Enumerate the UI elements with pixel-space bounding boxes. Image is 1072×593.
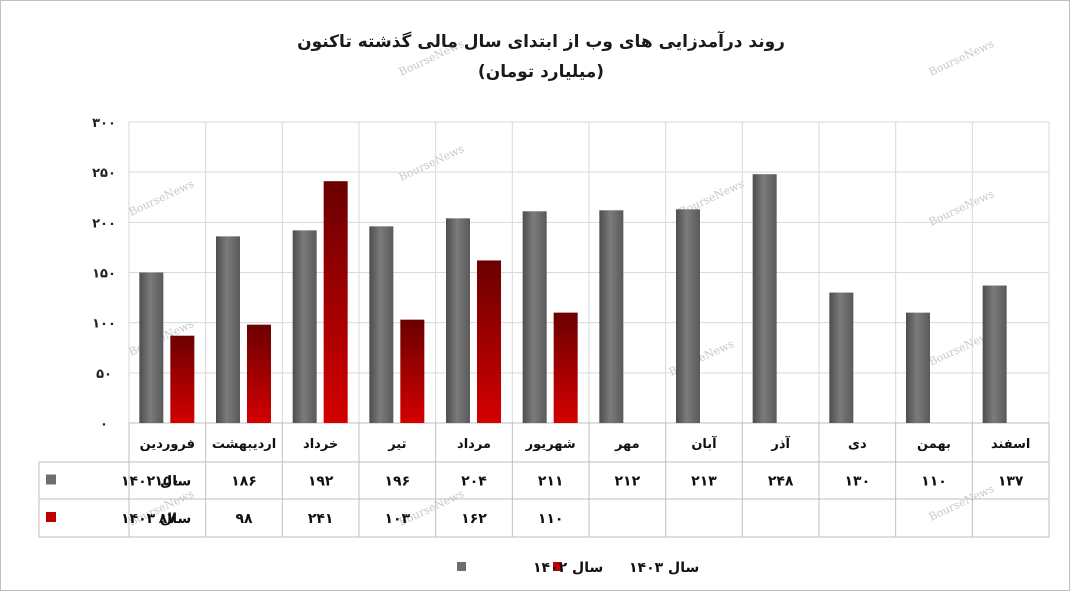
bar-series-2 [170,335,195,423]
category-label: شهریور [525,437,576,452]
y-tick-label: ۱۰۰ [92,317,116,332]
table-value: ۱۵۰ [155,474,181,490]
category-label: مرداد [457,437,491,452]
y-tick-label: ۲۰۰ [92,216,116,231]
table-value: ۱۱۰ [538,511,564,527]
category-label: آذر [770,435,790,452]
table-value: ۲۴۱ [308,511,334,527]
table-value: ۱۳۰ [845,474,871,490]
chart-title: روند درآمدزایی های وب از ابتدای سال مالی… [297,30,785,52]
table-series-key [46,512,56,522]
table-value: ۱۹۶ [385,474,411,490]
y-tick-label: ۳۰۰ [92,116,116,131]
bar-series-1 [829,292,854,423]
table-value: ۸۷ [159,511,177,527]
bar-series-1 [446,218,470,423]
table-series-name: سال ۱۴۰۳ [121,511,191,527]
table-value: ۱۳۷ [998,474,1024,490]
bar-series-1 [369,226,394,423]
watermark-text: BourseNews [127,177,197,219]
table-value: ۲۴۸ [768,474,794,490]
bar-series-1 [139,272,164,423]
bar-series-2 [400,319,425,423]
table-value: ۲۰۴ [461,474,487,490]
legend-swatch [553,562,562,571]
chart-subtitle: (میلیارد تومان) [478,62,604,82]
bar-series-2 [477,260,501,423]
bar-series-1 [216,236,240,423]
bar-series-1 [676,209,700,423]
table-value: ۱۸۶ [231,474,257,490]
category-label: اردیبهشت [212,437,276,452]
table-value: ۱۱۰ [921,474,947,490]
watermark-text: BourseNews [397,142,467,184]
table-series-key [46,474,56,485]
category-label: بهمن [917,437,951,452]
category-label: مهر [614,437,640,452]
category-label: اسفند [991,437,1030,452]
category-label: تیر [387,437,406,452]
bar-series-2 [247,324,271,423]
bar-series-2 [323,181,348,423]
category-label: آبان [691,435,717,452]
bar-series-1 [599,210,624,423]
y-tick-label: ۵۰ [96,367,112,382]
legend-label: سال ۱۴۰۳ [629,560,699,576]
table-series-name: سال ۱۴۰۲ [121,474,191,490]
bar-series-1 [906,312,930,423]
bar-series-1 [292,230,317,423]
bar-series-1 [752,174,777,423]
bar-series-2 [553,312,578,423]
table-value: ۲۱۱ [538,474,564,490]
bar-series-1 [982,285,1007,423]
table-value: ۱۹۲ [308,474,334,490]
category-label: خرداد [303,437,338,452]
y-tick-label: ۲۵۰ [92,166,116,181]
table-value: ۱۶۲ [461,511,487,527]
y-tick-label: ۰ [100,417,108,432]
table-value: ۲۱۲ [615,474,641,490]
category-label: فروردین [140,437,195,452]
table-value: ۲۱۳ [691,474,717,490]
table-value: ۹۸ [235,511,253,527]
watermark-text: BourseNews [927,37,997,79]
bar-series-1 [522,211,547,423]
y-tick-label: ۱۵۰ [92,267,116,282]
table-value: ۱۰۳ [385,511,411,527]
legend-label: سال ۱۴۰۲ [533,560,603,576]
legend-swatch [457,562,466,571]
category-label: دی [848,437,867,452]
